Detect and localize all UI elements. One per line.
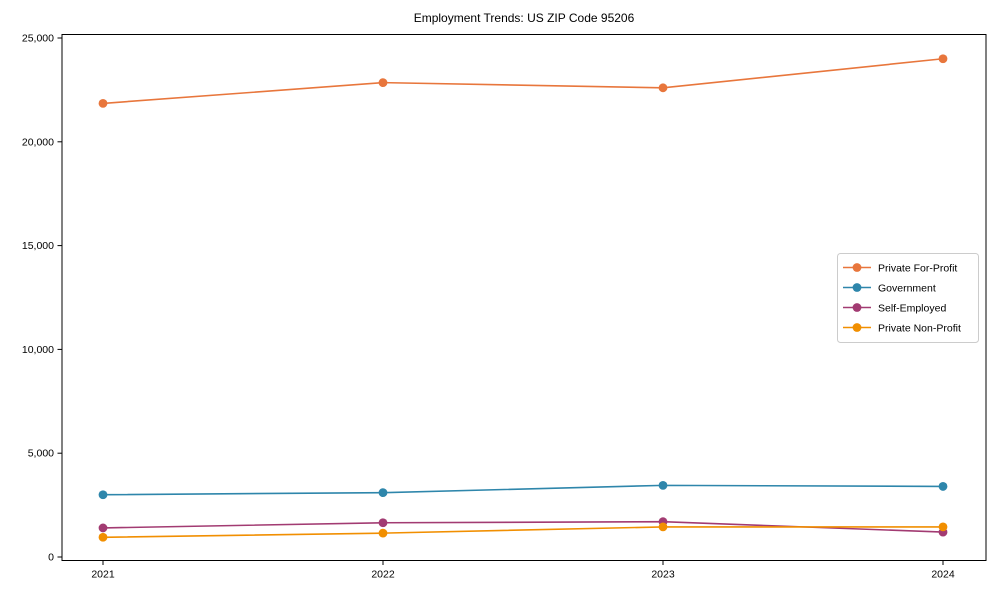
- series-line: [102, 484, 944, 496]
- data-point: [378, 488, 388, 498]
- series-private-non-profit: [98, 522, 948, 542]
- data-point: [378, 78, 388, 88]
- chart-title: Employment Trends: US ZIP Code 95206: [414, 11, 635, 25]
- legend-entry: Government: [843, 282, 936, 294]
- series-line: [102, 526, 943, 539]
- data-point: [378, 518, 388, 528]
- legend-marker: [852, 263, 862, 272]
- legend-label: Private Non-Profit: [878, 322, 961, 334]
- data-point: [98, 532, 108, 542]
- x-tick-label: 2024: [931, 569, 955, 581]
- y-tick-label: 10,000: [22, 344, 54, 356]
- legend-entry: Private For-Profit: [843, 262, 957, 274]
- y-tick-label: 0: [48, 552, 54, 564]
- series-government: [98, 480, 948, 500]
- data-point: [938, 482, 948, 491]
- data-point: [98, 523, 108, 533]
- legend: Private For-Profit Government Self-Employe…: [837, 253, 979, 343]
- y-tick-label: 15,000: [22, 240, 54, 252]
- legend-marker: [852, 303, 862, 312]
- legend-box: [837, 253, 979, 343]
- x-tick-label: 2023: [651, 569, 675, 581]
- y-tick-label: 20,000: [22, 136, 54, 148]
- legend-marker: [852, 283, 862, 292]
- data-point: [938, 54, 948, 64]
- legend-marker: [852, 323, 862, 332]
- y-tick-label: 25,000: [22, 33, 54, 45]
- x-tick-label: 2021: [91, 569, 115, 581]
- data-point: [98, 490, 108, 500]
- x-tick-label: 2022: [371, 569, 395, 581]
- y-tick-label: 5,000: [28, 448, 54, 460]
- data-point: [378, 528, 388, 538]
- data-point: [658, 83, 668, 93]
- data-point: [938, 522, 948, 532]
- series-private-for-profit: [98, 54, 948, 108]
- legend-entry: Private Non-Profit: [843, 322, 961, 334]
- plot-frame: [61, 34, 987, 561]
- data-point: [658, 522, 668, 532]
- legend-label: Self-Employed: [878, 302, 946, 314]
- data-point: [98, 98, 108, 108]
- legend-label: Private For-Profit: [878, 262, 957, 274]
- axes-spines: [61, 34, 987, 561]
- data-series: [98, 54, 948, 542]
- series-line: [102, 57, 944, 105]
- axis-ticks: 0 5,000 10,000 15,000 20,000 25,000 2021 2022 20…: [22, 33, 955, 581]
- legend-label: Government: [878, 282, 936, 294]
- data-point: [658, 480, 668, 490]
- legend-entry: Self-Employed: [843, 302, 946, 314]
